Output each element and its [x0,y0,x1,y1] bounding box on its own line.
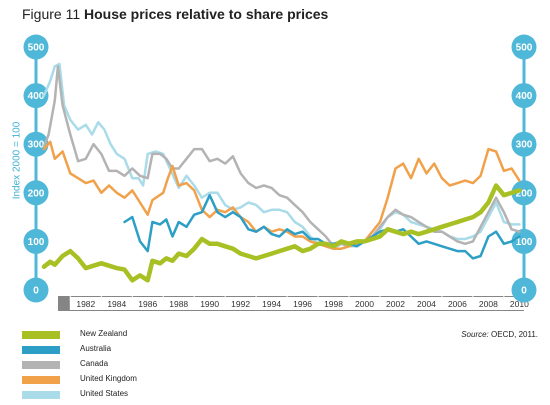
x-tick-label-box [286,297,319,310]
x-tick-label: 1982 [76,299,95,309]
x-tick-label: 1984 [107,299,126,309]
figure-number: Figure 11 [22,6,81,22]
x-tick-label: 1988 [169,299,188,309]
right-y-tick-label: 100 [516,237,533,248]
x-tick-label-box [224,297,257,310]
x-tick-label: 1998 [324,299,343,309]
x-tick-label-box [69,297,102,310]
x-tick-label-box [379,297,412,310]
legend-label: United Kingdom [80,374,137,383]
source-label: Source: [461,330,489,339]
figure-title: Figure 11 House prices relative to share… [22,6,328,22]
legend-swatch [22,346,60,354]
x-tick-label: 1990 [200,299,219,309]
legend-swatch [22,361,60,369]
x-tick-label-box [348,297,381,310]
series-line-australia [123,193,521,260]
x-tick-label: 1994 [262,299,281,309]
x-tick-label-box [255,297,288,310]
legend-label: United States [80,389,129,398]
legend-label: Australia [80,344,112,353]
left-y-tick-label: 500 [28,43,45,54]
right-y-tick-label: 0 [521,286,527,297]
left-y-tick-label: 300 [28,140,45,151]
x-tick-label: 2008 [479,299,498,309]
x-tick-label: 2000 [355,299,374,309]
series-line-united-states [42,62,521,250]
right-y-tick-bubble [511,228,537,254]
left-y-tick-bubble [23,34,49,60]
figure-title-text: House prices relative to share prices [84,6,329,22]
legend-label: New Zealand [80,329,128,338]
right-y-tick-bubble [511,34,537,60]
right-y-tick-label: 500 [516,43,533,54]
x-tick-label-box [131,297,164,310]
legend-swatch [22,331,60,339]
x-tick-label: 2004 [417,299,436,309]
legend-swatch [22,376,60,384]
legend-label: Canada [80,359,109,368]
right-y-tick-bubble [511,277,537,303]
source-text: OECD, 2011. [491,330,538,339]
left-y-tick-bubble [23,131,49,157]
left-y-tick-bubble [23,228,49,254]
left-y-tick-label: 200 [28,188,45,199]
x-tick-label-box [472,297,505,310]
left-y-tick-label: 0 [33,286,39,297]
right-y-tick-label: 300 [516,140,533,151]
right-y-tick-bubble [511,131,537,157]
x-tick-label-box [193,297,226,310]
left-y-tick-label: 400 [28,91,45,102]
legend-swatch [22,391,60,399]
right-y-tick-label: 200 [516,188,533,199]
series-line-canada [42,65,521,248]
x-tick-label: 2010 [510,299,529,309]
left-y-tick-label: 100 [28,237,45,248]
x-tick-label: 1996 [293,299,312,309]
series-line-united-kingdom [42,140,521,250]
left-y-tick-bubble [23,277,49,303]
x-tick-label: 2002 [386,299,405,309]
left-y-tick-bubble [23,180,49,206]
source-note: Source: OECD, 2011. [461,330,538,339]
x-tick-label: 2006 [448,299,467,309]
left-y-tick-bubble [23,83,49,109]
x-tick-label: 1992 [231,299,250,309]
x-tick-label-box [162,297,195,310]
right-y-tick-bubble [511,83,537,109]
x-tick-label-box [100,297,133,310]
series-line-new-zealand [41,183,522,283]
x-tick-label-box [410,297,443,310]
line-chart: 1982 1984 1986 1988 1990 1992 1994 1996 1998 2000… [23,34,537,311]
right-y-tick-label: 400 [516,91,533,102]
right-y-tick-bubble [511,180,537,206]
x-tick-label: 1986 [138,299,157,309]
x-tick-label-box [317,297,350,310]
x-tick-label-box [441,297,474,310]
